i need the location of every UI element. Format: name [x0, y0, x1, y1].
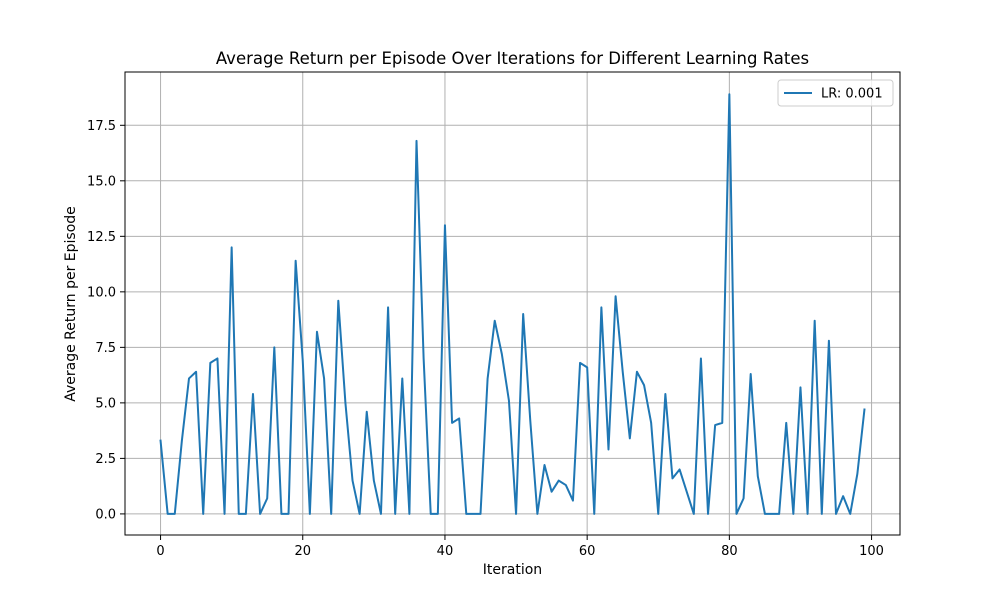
plot-frame [124, 71, 901, 536]
x-tick-label: 0 [156, 544, 164, 559]
y-tick-label: 5.0 [95, 396, 116, 411]
legend-box [777, 79, 894, 107]
y-tick-label: 12.5 [87, 230, 116, 245]
y-tick-label: 17.5 [87, 119, 116, 134]
y-tick-label: 7.5 [95, 341, 116, 356]
x-axis: 0 20 40 60 80 100 [156, 535, 884, 559]
legend: LR: 0.001 [777, 79, 894, 107]
y-tick-label: 2.5 [95, 452, 116, 467]
chart-title: Average Return per Episode Over Iteratio… [216, 49, 809, 68]
x-axis-label: Iteration [483, 562, 542, 578]
y-tick-label: 0.0 [95, 507, 116, 522]
y-tick-label: 15.0 [87, 174, 116, 189]
x-tick-label: 100 [859, 544, 884, 559]
series-line [159, 93, 866, 515]
x-tick-label: 20 [294, 544, 311, 559]
y-axis-label: Average Return per Episode [63, 206, 79, 402]
legend-label: LR: 0.001 [821, 87, 883, 102]
y-tick-label: 10.0 [87, 285, 116, 300]
y-axis: 0.0 2.5 5.0 7.5 10.0 12.5 15.0 17.5 [87, 119, 125, 522]
x-tick-label: 60 [579, 544, 596, 559]
x-tick-label: 40 [437, 544, 454, 559]
series-layer [159, 93, 866, 515]
x-tick-label: 80 [721, 544, 738, 559]
